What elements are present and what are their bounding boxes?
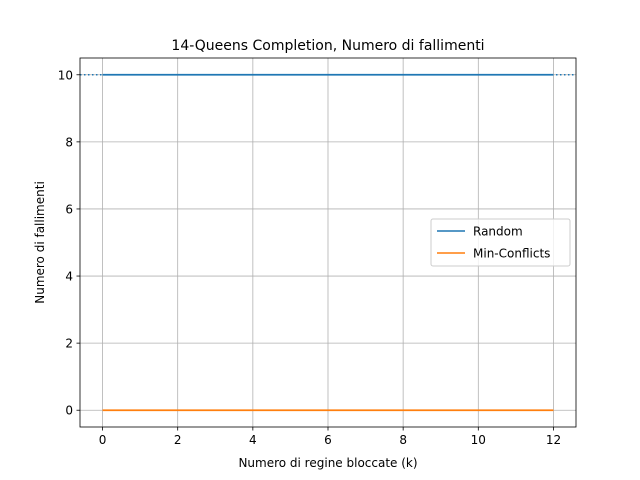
legend-label-min-conflicts: Min-Conflicts [473, 247, 550, 261]
x-axis: 0 2 4 6 8 10 12 [99, 427, 561, 447]
x-tick-label: 8 [399, 433, 407, 447]
y-tick-label: 10 [58, 68, 73, 82]
x-tick-label: 10 [471, 433, 486, 447]
x-tick-label: 6 [324, 433, 332, 447]
y-tick-label: 4 [65, 270, 73, 284]
x-axis-label: Numero di regine bloccate (k) [238, 456, 417, 470]
x-tick-label: 2 [174, 433, 182, 447]
series-layer [80, 73, 576, 412]
x-tick-label: 12 [546, 433, 561, 447]
y-tick-label: 8 [65, 135, 73, 149]
y-tick-label: 0 [65, 404, 73, 418]
y-tick-label: 6 [65, 202, 73, 216]
y-axis-label: Numero di fallimenti [33, 181, 47, 304]
y-axis: 0 2 4 6 8 10 [58, 68, 80, 418]
legend-label-random: Random [473, 225, 523, 239]
chart-title: 14-Queens Completion, Numero di fallimen… [171, 38, 484, 54]
x-tick-label: 4 [249, 433, 257, 447]
y-tick-label: 2 [65, 337, 73, 351]
x-tick-label: 0 [99, 433, 107, 447]
legend: Random Min-Conflicts [430, 218, 571, 267]
legend-box [430, 218, 571, 267]
